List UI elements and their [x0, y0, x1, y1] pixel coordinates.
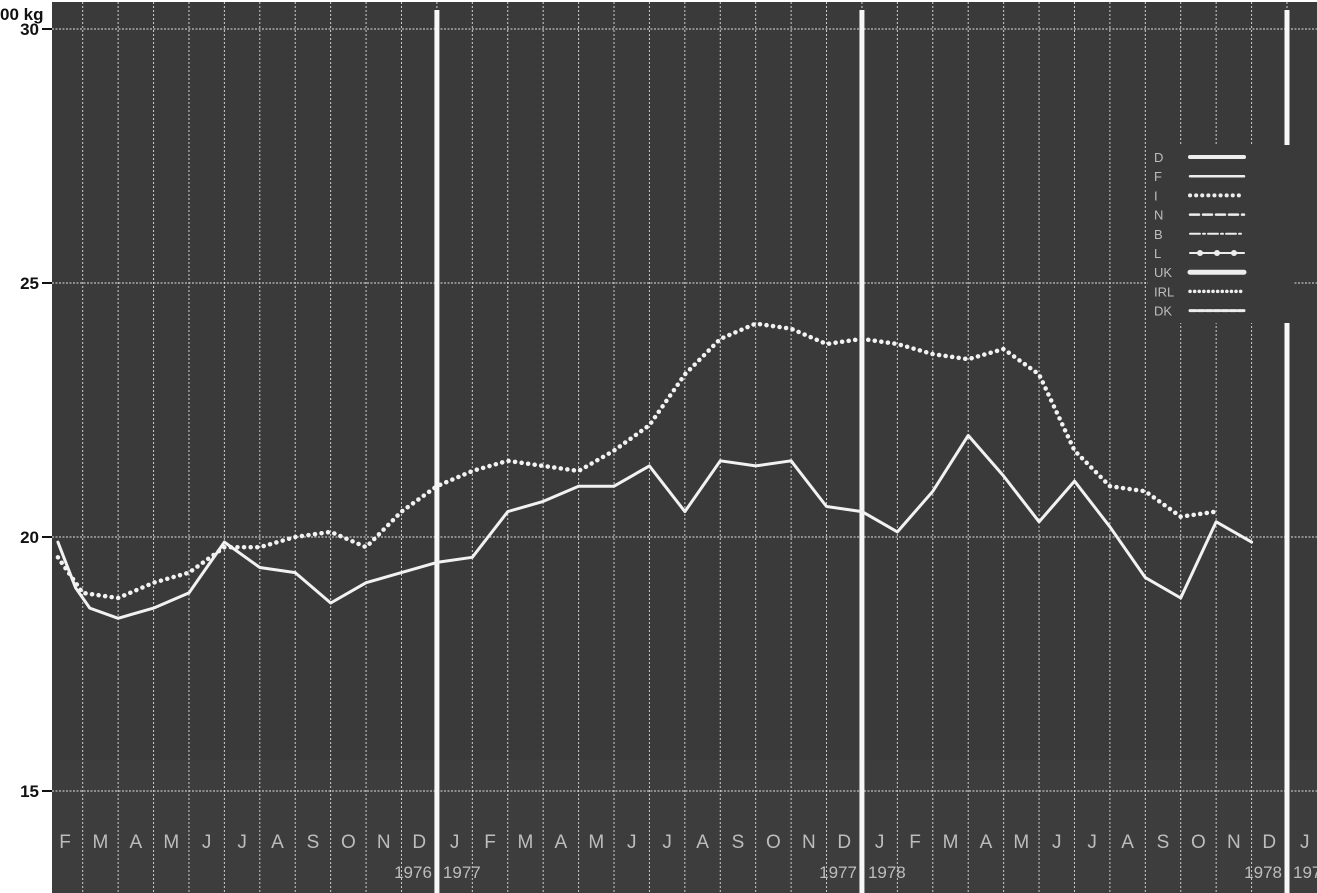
y-tick-label: 20 — [20, 528, 39, 547]
y-tick-label: 15 — [20, 782, 39, 801]
legend-label: I — [1154, 188, 1158, 203]
legend-label: F — [1154, 169, 1162, 184]
month-label: A — [1121, 832, 1134, 853]
month-label: S — [732, 832, 745, 853]
year-label: 1977 — [443, 863, 481, 882]
legend-swatch-dot — [1214, 250, 1220, 256]
month-label: F — [484, 832, 496, 853]
year-label: 1977 — [819, 863, 857, 882]
month-label: A — [980, 832, 993, 853]
month-label: A — [555, 832, 568, 853]
month-label: J — [627, 832, 637, 853]
legend-label: DK — [1154, 304, 1172, 319]
month-label: F — [59, 832, 71, 853]
month-label: J — [1087, 832, 1097, 853]
month-label: M — [588, 832, 604, 853]
y-tick-label: 30 — [20, 20, 39, 39]
month-label: M — [943, 832, 959, 853]
month-label: J — [1052, 832, 1062, 853]
month-label: A — [129, 832, 142, 853]
month-label: O — [1191, 832, 1206, 853]
month-label: M — [93, 832, 109, 853]
legend-label: N — [1154, 208, 1163, 223]
year-label: 1976 — [394, 863, 432, 882]
month-label: O — [341, 832, 356, 853]
month-label: J — [1300, 832, 1310, 853]
month-label: D — [1262, 832, 1276, 853]
legend-label: B — [1154, 227, 1163, 242]
month-label: A — [271, 832, 284, 853]
month-label: N — [377, 832, 391, 853]
month-label: J — [237, 832, 247, 853]
month-label: J — [202, 832, 212, 853]
month-label: S — [1157, 832, 1170, 853]
unit-label: 00 kg — [0, 5, 43, 24]
year-label: 1978 — [1244, 863, 1282, 882]
month-label: M — [1013, 832, 1029, 853]
legend-label: UK — [1154, 265, 1172, 280]
month-label: M — [163, 832, 179, 853]
month-label: D — [837, 832, 851, 853]
month-label: J — [450, 832, 460, 853]
y-tick-label: 25 — [20, 274, 39, 293]
year-label: 197 — [1293, 863, 1317, 882]
month-label: O — [766, 832, 781, 853]
series-line-i — [55, 321, 1219, 601]
legend-swatch-dot — [1197, 250, 1203, 256]
legend-label: IRL — [1154, 284, 1174, 299]
month-label: F — [909, 832, 921, 853]
year-label: 1978 — [868, 863, 906, 882]
month-label: A — [696, 832, 709, 853]
month-label: S — [307, 832, 320, 853]
legend-swatch-dot — [1231, 250, 1237, 256]
month-label: N — [802, 832, 816, 853]
month-label: D — [412, 832, 426, 853]
month-label: N — [1227, 832, 1241, 853]
month-label: J — [875, 832, 885, 853]
month-label: M — [518, 832, 534, 853]
legend-label: L — [1154, 246, 1161, 261]
month-label: J — [662, 832, 672, 853]
legend-label: D — [1154, 150, 1163, 165]
